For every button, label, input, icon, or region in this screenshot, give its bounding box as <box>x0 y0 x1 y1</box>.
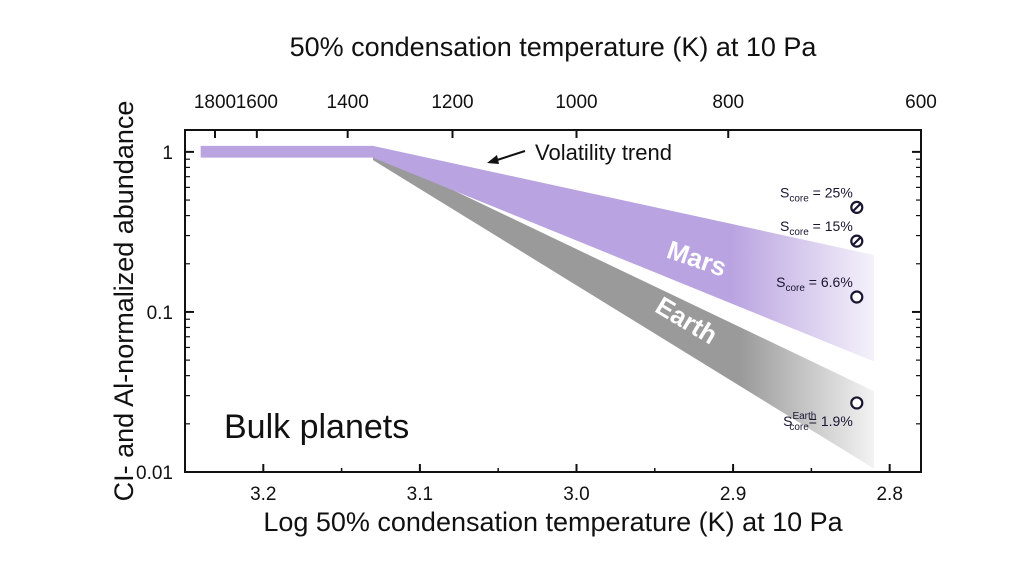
open-circle-marker-icon <box>850 290 864 304</box>
panel-label: Bulk planets <box>224 408 409 446</box>
label-main: S <box>783 413 792 429</box>
top-tick-label: 1200 <box>431 92 473 113</box>
label-sub: core <box>789 227 809 238</box>
label-sub: core <box>789 422 809 433</box>
top-tick-label: 1000 <box>555 92 597 113</box>
volatility-trend-label: Volatility trend <box>535 140 672 165</box>
label-sub: core <box>789 193 809 204</box>
x-tick-label: 3.1 <box>407 484 433 505</box>
core-point-label: Score = 15% <box>780 218 853 238</box>
core-point: Score = 15% <box>780 218 864 248</box>
y-tick-label: 0.01 <box>136 463 173 484</box>
slash-icon <box>852 236 862 246</box>
core-point-label: Score = 6.6% <box>776 274 853 294</box>
label-value: = 15% <box>809 218 853 234</box>
y-tick-label: 1 <box>162 143 173 164</box>
arrow-icon <box>493 150 526 162</box>
label-main: S <box>780 184 789 200</box>
top-tick-label: 800 <box>712 92 744 113</box>
y-tick-label: 0.1 <box>147 303 173 324</box>
core-point-label: SEarth core= 1.9% <box>783 411 853 433</box>
x-tick-label: 3.0 <box>563 484 589 505</box>
x-tick-label: 2.9 <box>720 484 746 505</box>
label-sub: core <box>785 283 805 294</box>
top-tick-label: 1400 <box>327 92 369 113</box>
open-circle-marker-icon <box>850 396 864 410</box>
top-tick-label: 1800 <box>194 92 236 113</box>
earth-band <box>372 151 875 469</box>
x-tick-label: 2.8 <box>876 484 902 505</box>
core-point-label: Score = 25% <box>780 184 853 204</box>
core-point: Score = 25% <box>780 184 864 214</box>
volatility-trend-annotation: Volatility trend <box>487 140 672 165</box>
y-axis-label: CI- and Al-normalized abundance <box>109 101 139 502</box>
label-value: = 25% <box>809 184 853 200</box>
x-tick-label: 3.2 <box>250 484 276 505</box>
label-main: S <box>780 218 789 234</box>
plot-frame <box>184 129 922 473</box>
slash-icon <box>852 202 862 213</box>
label-sup: Earth <box>792 411 816 422</box>
top-axis-label: 50% condensation temperature (K) at 10 P… <box>290 32 818 62</box>
label-value: = 1.9% <box>809 413 853 429</box>
core-point: SEarth core= 1.9% <box>783 396 864 433</box>
top-tick-label: 1600 <box>236 92 278 113</box>
arrowhead-icon <box>487 155 499 164</box>
top-tick-label: 600 <box>905 92 937 113</box>
label-main: S <box>776 274 785 290</box>
x-axis-label: Log 50% condensation temperature (K) at … <box>263 507 843 537</box>
label-value: = 6.6% <box>805 274 853 290</box>
core-point: Score = 6.6% <box>776 274 864 304</box>
mars-band <box>200 145 875 362</box>
